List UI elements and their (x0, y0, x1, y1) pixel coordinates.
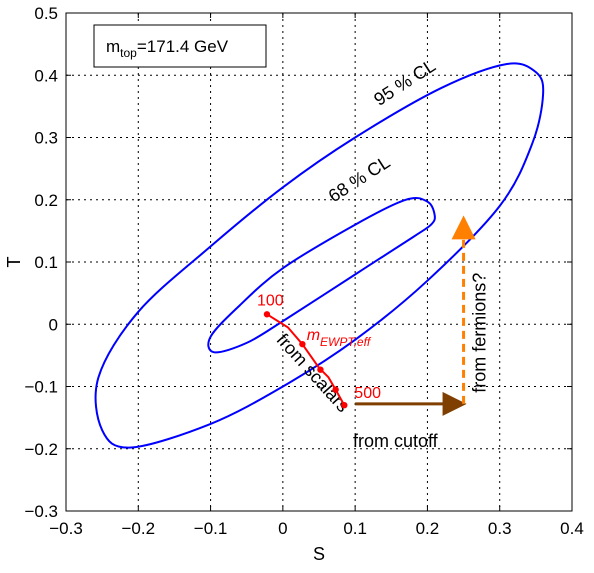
series-point-4 (341, 401, 348, 409)
annotation-95-cl: 95 % CL (370, 55, 439, 109)
y-tick-label-5: 0.2 (34, 191, 58, 210)
ellipse-68-cl (207, 196, 436, 354)
x-tick-label-6: 0.3 (488, 519, 512, 538)
ellipse-95-cl (94, 62, 545, 449)
y-tick-label-3: 0 (49, 315, 58, 334)
y-tick-label-7: 0.4 (34, 66, 58, 85)
annotation-68-cl: 68 % CL (325, 152, 394, 206)
y-tick-label-4: 0.1 (34, 253, 58, 272)
y-tick-label-1: −0.2 (24, 440, 58, 459)
series-name-label: mEWPT,eff (307, 327, 372, 349)
y-tick-label-2: −0.1 (24, 378, 58, 397)
series-start-label: 100 (257, 292, 284, 309)
series-point-1 (299, 340, 306, 348)
x-tick-label-1: −0.2 (122, 519, 156, 538)
x-tick-label-4: 0.1 (343, 519, 367, 538)
grid-lines (66, 13, 572, 511)
y-tick-label-8: 0.5 (34, 4, 58, 23)
legend-m: m (106, 37, 120, 56)
series-point-0 (263, 311, 271, 318)
y-tick-label-0: −0.3 (24, 502, 58, 521)
series-point-2 (317, 366, 324, 373)
series-name-main: m (307, 327, 320, 344)
y-axis-label: T (4, 257, 24, 268)
arrows (355, 215, 476, 416)
legend-box-frame (93, 24, 267, 68)
axis-ticks (65, 12, 573, 512)
confidence-ellipses (94, 62, 545, 449)
legend-box-text: mtop=171.4 GeV (106, 37, 229, 60)
series-curve: 100 500 mEWPT,eff (257, 292, 381, 409)
tick-labels: −0.3 −0.2 −0.1 0 0.1 0.2 0.3 0.4 −0.3 −0.2 −0.1 0 0.… (24, 4, 583, 538)
x-tick-label-2: −0.1 (194, 519, 228, 538)
x-tick-label-3: 0 (278, 519, 287, 538)
legend-rest: =171.4 GeV (137, 37, 229, 56)
x-axis-label: S (313, 544, 325, 564)
legend-box: mtop=171.4 GeV (93, 24, 267, 68)
x-tick-label-7: 0.4 (560, 519, 584, 538)
x-tick-label-5: 0.2 (416, 519, 440, 538)
legend-sub: top (120, 46, 137, 60)
y-tick-label-6: 0.3 (34, 129, 58, 148)
annotation-from-fermions: from fermions? (469, 273, 489, 393)
series-point-3 (332, 386, 339, 393)
x-tick-label-0: −0.3 (49, 519, 83, 538)
series-name-sub: EWPT,eff (320, 335, 372, 349)
annotation-from-cutoff: from cutoff (353, 431, 439, 451)
series-end-label: 500 (354, 385, 381, 402)
